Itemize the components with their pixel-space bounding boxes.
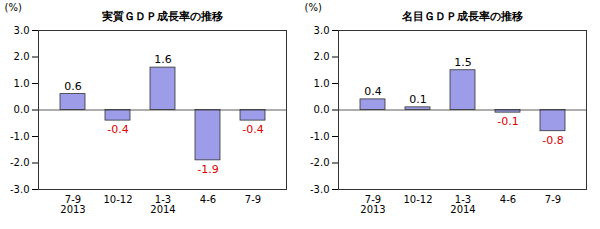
svg-text:(%): (%) — [305, 2, 322, 13]
svg-text:4-6: 4-6 — [200, 194, 216, 205]
svg-text:3.0: 3.0 — [14, 25, 30, 36]
svg-text:0.1: 0.1 — [409, 93, 427, 106]
svg-text:1.6: 1.6 — [154, 53, 172, 66]
svg-text:0.0: 0.0 — [14, 104, 30, 115]
svg-text:-3.0: -3.0 — [310, 184, 330, 195]
svg-text:7-92013: 7-92013 — [60, 194, 85, 215]
svg-text:1-32014: 1-32014 — [150, 194, 175, 215]
svg-text:-0.4: -0.4 — [242, 123, 263, 136]
svg-text:1-32014: 1-32014 — [450, 194, 475, 215]
svg-text:0.4: 0.4 — [364, 85, 382, 98]
svg-text:10-12: 10-12 — [403, 194, 432, 205]
svg-text:10-12: 10-12 — [103, 194, 132, 205]
svg-text:-1.0: -1.0 — [10, 131, 30, 142]
svg-text:-1.9: -1.9 — [197, 163, 218, 176]
svg-text:7-92013: 7-92013 — [360, 194, 385, 215]
svg-text:-3.0: -3.0 — [10, 184, 30, 195]
svg-text:-1.0: -1.0 — [310, 131, 330, 142]
svg-text:4-6: 4-6 — [500, 194, 516, 205]
svg-text:-0.8: -0.8 — [542, 134, 563, 147]
svg-text:-2.0: -2.0 — [10, 157, 30, 168]
svg-text:7-9: 7-9 — [245, 194, 261, 205]
svg-text:1.0: 1.0 — [14, 78, 30, 89]
svg-text:3.0: 3.0 — [314, 25, 330, 36]
svg-text:0.0: 0.0 — [314, 104, 330, 115]
svg-text:1.5: 1.5 — [454, 56, 472, 69]
svg-text:0.6: 0.6 — [64, 80, 82, 93]
svg-text:2.0: 2.0 — [14, 51, 30, 62]
svg-text:(%): (%) — [5, 2, 22, 13]
svg-text:2.0: 2.0 — [314, 51, 330, 62]
svg-text:-0.1: -0.1 — [497, 115, 518, 128]
svg-text:1.0: 1.0 — [314, 78, 330, 89]
svg-text:実質ＧＤＰ成長率の推移: 実質ＧＤＰ成長率の推移 — [101, 10, 223, 23]
svg-text:7-9: 7-9 — [545, 194, 561, 205]
svg-text:-2.0: -2.0 — [310, 157, 330, 168]
svg-text:-0.4: -0.4 — [107, 123, 128, 136]
svg-text:名目ＧＤＰ成長率の推移: 名目ＧＤＰ成長率の推移 — [401, 10, 523, 23]
